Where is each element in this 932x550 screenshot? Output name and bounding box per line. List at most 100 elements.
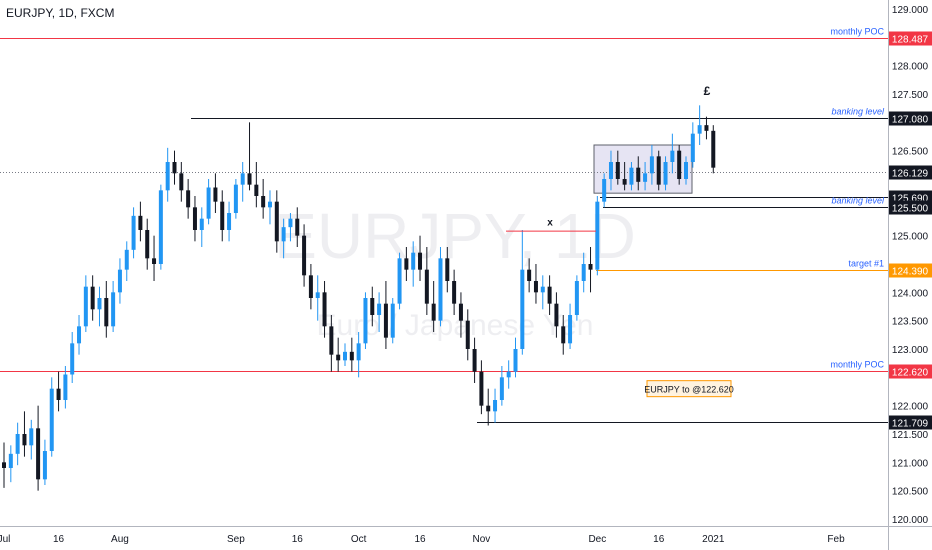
candle-body <box>349 351 354 361</box>
candle-body <box>302 235 307 276</box>
candle <box>670 133 675 174</box>
candle <box>404 247 409 281</box>
level-label: monthly POC <box>830 27 884 37</box>
y-tick-label: 127.500 <box>892 90 929 101</box>
candle-body <box>111 292 116 327</box>
level-line[interactable]: banking level 125.500 <box>603 196 932 215</box>
candle-body <box>343 351 347 361</box>
candle <box>452 269 457 315</box>
candle <box>418 235 423 281</box>
annotation-marker: x <box>547 218 553 229</box>
candle <box>711 125 716 174</box>
candle-body <box>670 150 675 162</box>
candle <box>581 252 586 293</box>
candle-body <box>622 179 627 185</box>
level-label: banking level <box>831 196 885 206</box>
candle <box>472 337 477 383</box>
candle <box>656 150 661 191</box>
level-line[interactable]: banking level 127.080 <box>191 107 932 126</box>
candle-body <box>15 434 20 454</box>
level-line[interactable]: monthly POC 122.620 <box>0 360 932 379</box>
candle <box>649 145 654 185</box>
candle-body <box>152 258 157 264</box>
candle-body <box>165 162 170 191</box>
candle-body <box>602 179 607 202</box>
candle-body <box>533 281 538 293</box>
candle-body <box>588 264 593 270</box>
candle-body <box>254 184 259 196</box>
candle <box>486 388 491 426</box>
callout-box: EURJPY to @122.620 <box>644 380 734 398</box>
candle <box>561 315 566 355</box>
candle-body <box>615 162 620 179</box>
candle-body <box>356 343 361 361</box>
candle-body <box>574 281 579 315</box>
candle-body <box>649 156 654 174</box>
price-tag <box>889 111 932 126</box>
candle <box>220 190 225 242</box>
candle-body <box>29 428 34 446</box>
candle <box>315 275 320 321</box>
candle-body <box>479 371 484 406</box>
candle-body <box>561 326 566 344</box>
candle-body <box>63 374 68 400</box>
candle <box>370 286 375 327</box>
level-line[interactable]: 121.709 <box>477 415 932 430</box>
candle <box>397 252 402 310</box>
candle <box>527 258 532 293</box>
level-line[interactable]: monthly POC 128.487 <box>0 27 932 46</box>
candle-body <box>711 130 716 168</box>
candle-body <box>445 258 450 281</box>
candle <box>629 162 634 191</box>
level-line[interactable]: target #1 124.390 <box>596 259 932 278</box>
candle-body <box>8 453 13 468</box>
candle <box>547 275 552 315</box>
candle <box>158 184 163 270</box>
candle <box>131 207 136 259</box>
candle <box>438 247 443 327</box>
x-tick-label: Oct <box>351 534 367 545</box>
candle <box>104 281 109 338</box>
x-tick-label: Dec <box>588 534 606 545</box>
watermark-main: EURJPY, 1D <box>274 200 636 272</box>
price-tag <box>889 200 932 215</box>
candle <box>349 337 354 372</box>
candle <box>554 292 559 338</box>
price-tag <box>889 364 932 379</box>
candle-body <box>370 298 375 315</box>
candle-body <box>431 303 436 321</box>
candle <box>458 292 463 338</box>
candle-body <box>520 269 525 349</box>
candle <box>42 439 47 485</box>
candle-body <box>608 162 613 179</box>
candle-body <box>499 377 504 400</box>
y-tick-label: 129.000 <box>892 5 929 16</box>
y-tick-label: 126.500 <box>892 147 929 158</box>
candle <box>302 224 307 287</box>
candle-body <box>383 303 388 338</box>
candle <box>233 179 238 219</box>
candle <box>636 156 641 191</box>
candle-body <box>274 201 279 242</box>
candle-body <box>377 303 382 315</box>
candle-body <box>697 125 702 134</box>
candle <box>254 162 259 208</box>
candle <box>247 122 252 191</box>
candle <box>513 337 518 378</box>
candle-body <box>240 173 245 185</box>
price-tag-text: 121.709 <box>892 419 929 430</box>
price-tag-text: 128.487 <box>892 35 929 46</box>
candle-body <box>186 190 191 208</box>
candle <box>83 275 88 332</box>
candle <box>281 218 286 259</box>
candle-body <box>56 388 61 400</box>
candle-body <box>22 434 27 446</box>
candle-body <box>172 162 177 174</box>
candle <box>615 150 620 185</box>
candle-body <box>568 315 573 344</box>
level-line[interactable]: 126.129 <box>0 165 932 180</box>
candle <box>697 105 702 145</box>
candle <box>336 337 341 372</box>
candle <box>574 275 579 321</box>
